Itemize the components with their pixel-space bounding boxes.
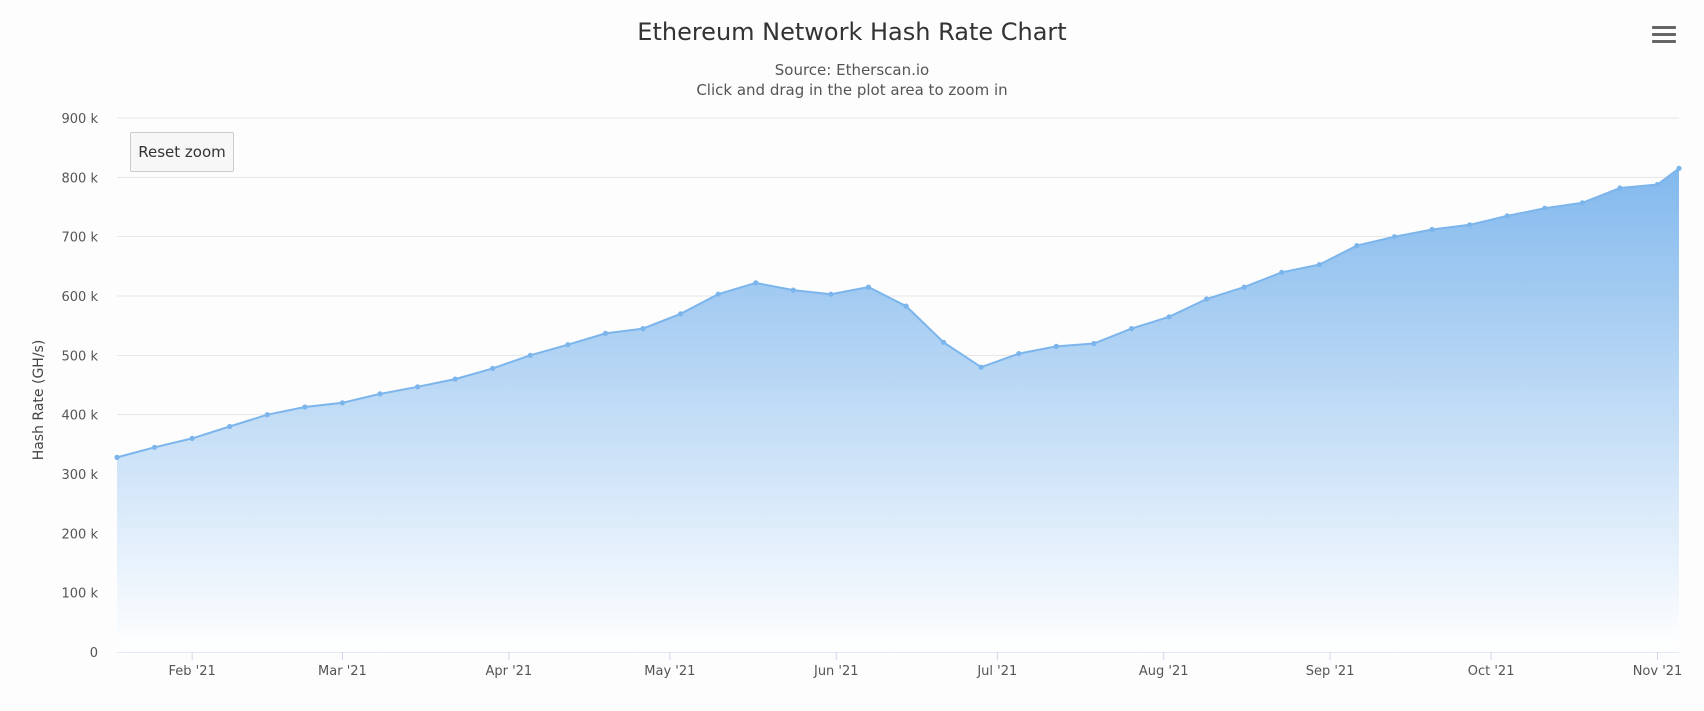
data-point[interactable] <box>828 291 834 297</box>
data-point[interactable] <box>715 291 721 297</box>
y-tick-label: 900 k <box>62 112 99 127</box>
data-point[interactable] <box>1166 314 1172 320</box>
data-point[interactable] <box>189 435 195 441</box>
data-point[interactable] <box>1354 243 1360 249</box>
data-point[interactable] <box>753 280 759 286</box>
y-axis-title: Hash Rate (GH/s) <box>31 340 47 461</box>
y-tick-label: 500 k <box>62 349 99 364</box>
x-tick-label: Oct '21 <box>1468 664 1515 679</box>
menu-line <box>1652 40 1676 43</box>
data-point[interactable] <box>602 330 609 336</box>
data-point[interactable] <box>377 391 383 397</box>
data-point[interactable] <box>415 384 421 390</box>
chart-subtitle: Source: Etherscan.io Click and drag in t… <box>0 60 1704 100</box>
data-point[interactable] <box>1654 181 1661 188</box>
data-point[interactable] <box>1241 284 1247 290</box>
x-tick-label: Sep '21 <box>1306 664 1355 679</box>
series-area <box>116 167 1680 652</box>
data-point[interactable] <box>1391 234 1398 240</box>
data-point[interactable] <box>903 303 909 309</box>
data-point[interactable] <box>1204 296 1210 302</box>
data-point[interactable] <box>1128 326 1135 332</box>
chart-title: Ethereum Network Hash Rate Chart <box>637 18 1067 46</box>
data-point[interactable] <box>1316 262 1322 268</box>
subtitle-source: Source: Etherscan.io <box>774 61 930 79</box>
x-tick-label: Aug '21 <box>1139 664 1189 679</box>
x-tick-label: Apr '21 <box>485 664 532 679</box>
data-point[interactable] <box>1053 343 1059 349</box>
data-point[interactable] <box>264 412 270 418</box>
series-points <box>114 165 1682 460</box>
data-point[interactable] <box>941 339 947 345</box>
data-point[interactable] <box>1617 185 1623 191</box>
hamburger-menu-icon[interactable] <box>1652 26 1676 48</box>
data-point[interactable] <box>1091 340 1097 347</box>
x-tick-label: May '21 <box>644 664 695 679</box>
y-axis: 0 100 k 200 k 300 k 400 k 500 k 600 k 700 k 800 … <box>62 112 99 661</box>
data-point[interactable] <box>640 326 646 332</box>
y-tick-label: 100 k <box>62 587 99 602</box>
data-point[interactable] <box>527 352 533 358</box>
y-tick-label: 600 k <box>62 290 99 305</box>
data-point[interactable] <box>978 364 984 370</box>
x-tick-label: Jul '21 <box>976 664 1017 679</box>
x-tick-label: Feb '21 <box>169 664 216 679</box>
y-tick-label: 700 k <box>62 231 99 246</box>
data-point[interactable] <box>452 376 458 382</box>
y-tick-label: 800 k <box>62 171 99 186</box>
data-point[interactable] <box>865 284 872 290</box>
area-fill <box>117 168 1679 652</box>
y-tick-label: 300 k <box>62 468 99 483</box>
data-point[interactable] <box>790 287 796 293</box>
data-point[interactable] <box>1429 226 1435 233</box>
data-point[interactable] <box>227 423 233 430</box>
data-point[interactable] <box>152 444 158 450</box>
y-tick-label: 200 k <box>62 527 99 542</box>
data-point[interactable] <box>1579 200 1585 206</box>
subtitle-hint: Click and drag in the plot area to zoom … <box>696 81 1008 99</box>
data-point[interactable] <box>1467 222 1473 228</box>
data-point[interactable] <box>114 454 120 460</box>
reset-zoom-button[interactable]: Reset zoom <box>130 132 234 172</box>
x-tick-label: Nov '21 <box>1633 664 1683 679</box>
data-point[interactable] <box>565 342 571 348</box>
data-point[interactable] <box>302 404 308 410</box>
data-point[interactable] <box>1504 213 1510 219</box>
data-point[interactable] <box>1542 205 1548 211</box>
x-tick-label: Jun '21 <box>813 664 859 679</box>
data-point[interactable] <box>490 365 496 371</box>
menu-line <box>1652 26 1676 29</box>
data-point[interactable] <box>1676 165 1682 171</box>
data-point[interactable] <box>1016 351 1022 357</box>
data-point[interactable] <box>1279 269 1285 275</box>
data-point[interactable] <box>678 311 684 317</box>
data-point[interactable] <box>339 400 345 406</box>
x-axis: Feb '21 Mar '21 Apr '21 May '21 Jun '21 Jul '… <box>169 652 1683 679</box>
menu-line <box>1652 33 1676 36</box>
y-tick-label: 400 k <box>62 409 99 424</box>
x-tick-label: Mar '21 <box>318 664 367 679</box>
y-tick-label: 0 <box>90 646 98 661</box>
